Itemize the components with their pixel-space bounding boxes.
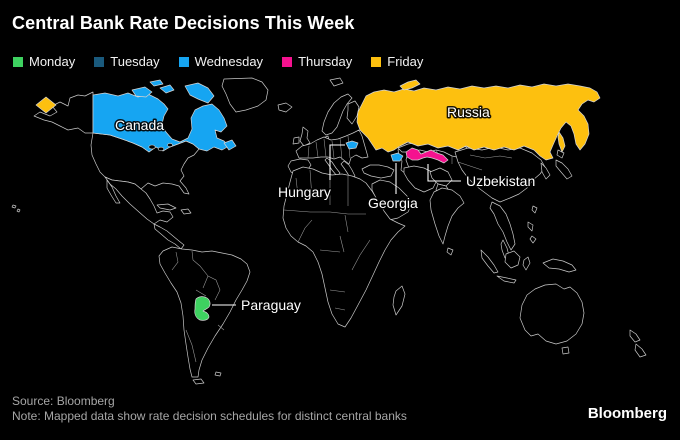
legend-item-thursday: Thursday	[282, 54, 352, 69]
source-text: Source: Bloomberg	[12, 394, 115, 408]
friday-swatch	[371, 56, 382, 67]
cuba-outline	[156, 203, 177, 211]
madagascar-outline	[392, 285, 406, 316]
iran-outline	[403, 165, 438, 193]
turkey-outline	[361, 164, 395, 179]
china-outline	[454, 146, 546, 203]
baja-outline	[106, 179, 121, 204]
sri-lanka-outline	[446, 247, 454, 256]
lake-superior	[148, 144, 156, 150]
country-georgia	[390, 152, 404, 162]
finland-outline	[346, 100, 360, 125]
legend-label-wednesday: Wednesday	[194, 54, 264, 69]
svalbard-outline	[329, 77, 344, 87]
scandinavia-outline	[321, 93, 353, 136]
africa-outline	[282, 166, 406, 328]
new-guinea-outline	[542, 258, 577, 273]
taiwan-outline	[531, 205, 538, 214]
legend-label-thursday: Thursday	[298, 54, 353, 69]
leader-lines	[212, 144, 461, 306]
country-russia-sakhalin	[557, 131, 566, 153]
monday-swatch	[13, 56, 23, 67]
country-uzbekistan	[405, 147, 449, 164]
philippines-north-outline	[527, 221, 534, 232]
country-canada-victoria-island	[131, 86, 153, 98]
wednesday-swatch	[178, 56, 189, 67]
ireland-outline	[292, 136, 300, 145]
sulawesi-outline	[522, 256, 531, 271]
philippines-south-outline	[529, 235, 537, 244]
country-russia-novaya-zemlya	[399, 79, 421, 91]
java-outline	[496, 275, 517, 284]
hungary-leader-line	[329, 144, 345, 180]
chart-title: Central Bank Rate Decisions This Week	[12, 13, 355, 33]
note-text: Note: Mapped data show rate decision sch…	[12, 409, 407, 423]
country-russia-chukotka-west	[35, 96, 57, 114]
lake-ontario-erie	[167, 143, 173, 147]
sumatra-outline	[480, 249, 499, 274]
country-canada-baffin-island	[184, 82, 215, 104]
uzbekistan-leader-line	[427, 164, 461, 182]
japan-hokkaido-outline	[556, 149, 565, 159]
country-canada-arctic-island	[159, 84, 175, 94]
country-canada-newfoundland	[223, 139, 237, 151]
continent-outlines	[11, 77, 647, 385]
tasmania-outline	[561, 346, 570, 355]
map-labels: Canada Russia Hungary Georgia Uzbekistan…	[114, 103, 537, 315]
highlighted-countries	[35, 79, 601, 321]
russia-label: Russia	[447, 104, 490, 120]
tuesday-swatch	[94, 56, 105, 67]
alaska-outline	[33, 91, 94, 134]
country-russia	[356, 83, 601, 161]
bloomberg-logo: Bloomberg	[587, 405, 667, 422]
falkland-islands-outline	[214, 371, 222, 377]
legend: Monday Tuesday Wednesday Thursday Friday	[13, 54, 423, 69]
uzbekistan-label: Uzbekistan	[466, 173, 535, 189]
central-america-outline	[153, 223, 185, 250]
borneo-outline	[504, 250, 521, 269]
legend-label-friday: Friday	[387, 54, 424, 69]
new-zealand-south-outline	[634, 343, 647, 358]
new-zealand-north-outline	[629, 329, 641, 343]
hispaniola-outline	[180, 208, 192, 215]
country-canada	[92, 92, 230, 153]
paraguay-label: Paraguay	[241, 297, 301, 313]
legend-item-tuesday: Tuesday	[94, 54, 160, 69]
canada-label: Canada	[115, 117, 164, 133]
georgia-label: Georgia	[368, 195, 418, 211]
legend-label-monday: Monday	[29, 54, 76, 69]
korea-outline	[540, 162, 551, 180]
italy-outline	[324, 157, 341, 177]
hawaii-dots	[11, 204, 21, 213]
great-lakes	[148, 143, 173, 152]
legend-item-monday: Monday	[13, 54, 75, 69]
legend-item-wednesday: Wednesday	[178, 54, 264, 69]
iceland-outline	[277, 102, 293, 113]
legend-label-tuesday: Tuesday	[110, 54, 160, 69]
japan-honshu-outline	[555, 159, 573, 180]
hungary-label: Hungary	[278, 184, 331, 200]
country-paraguay	[194, 296, 211, 321]
tierra-del-fuego-outline	[192, 378, 205, 385]
indochina-outline	[489, 201, 516, 251]
india-outline	[429, 187, 465, 245]
country-canada-ellesmere-island	[149, 79, 164, 87]
uk-outline	[299, 126, 311, 147]
lake-michigan-huron	[157, 146, 165, 152]
country-hungary	[345, 140, 359, 150]
mexico-outline	[104, 176, 174, 225]
greenland-outline	[221, 77, 269, 113]
legend-item-friday: Friday	[371, 54, 423, 69]
australia-outline	[519, 283, 585, 345]
thursday-swatch	[282, 56, 293, 67]
